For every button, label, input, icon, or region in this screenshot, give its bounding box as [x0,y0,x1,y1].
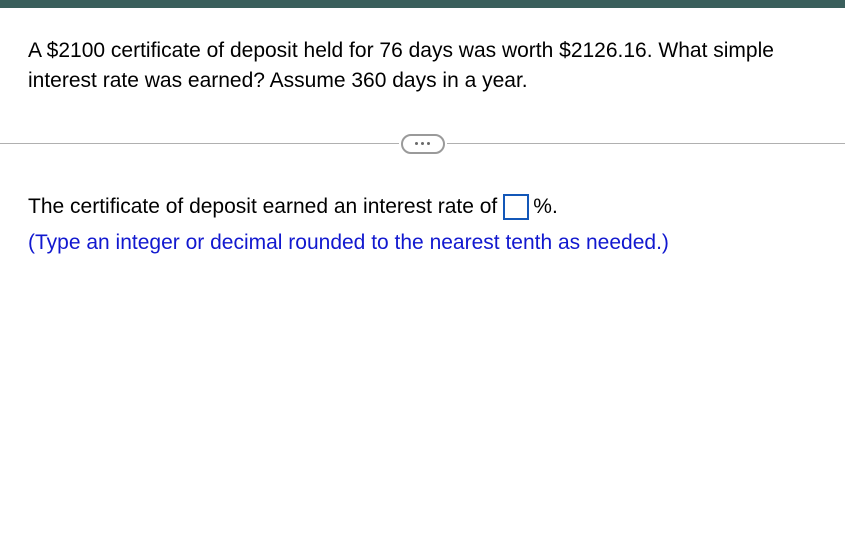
ellipsis-dot-icon [421,142,424,145]
ellipsis-dot-icon [415,142,418,145]
expand-ellipsis-button[interactable] [401,134,445,154]
divider-line-left [0,143,399,144]
answer-prefix: The certificate of deposit earned an int… [28,191,497,224]
answer-block: The certificate of deposit earned an int… [28,191,817,260]
divider-row [28,133,817,155]
question-text: A $2100 certificate of deposit held for … [28,36,817,97]
answer-line: The certificate of deposit earned an int… [28,191,817,224]
divider-line-right [447,143,845,144]
answer-suffix: %. [533,191,558,224]
hint-text: (Type an integer or decimal rounded to t… [28,227,817,260]
content-area: A $2100 certificate of deposit held for … [0,8,845,260]
ellipsis-dot-icon [427,142,430,145]
header-bar [0,0,845,8]
interest-rate-input[interactable] [503,194,529,220]
